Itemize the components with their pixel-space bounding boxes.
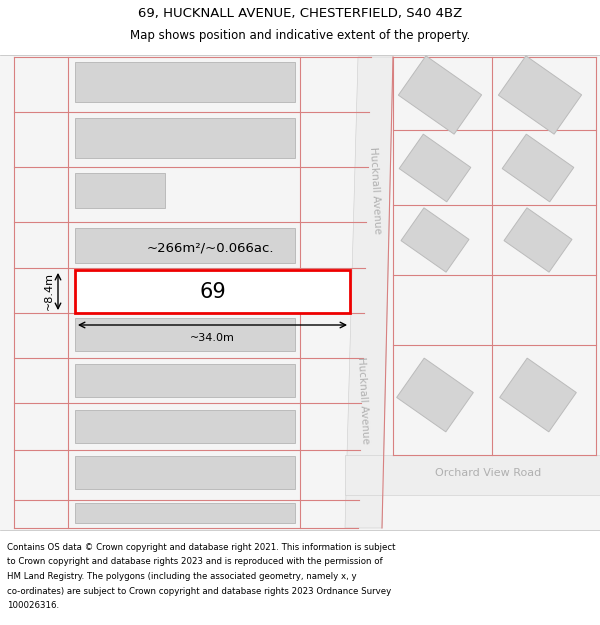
Text: to Crown copyright and database rights 2023 and is reproduced with the permissio: to Crown copyright and database rights 2… bbox=[7, 558, 383, 566]
Text: Hucknall Avenue: Hucknall Avenue bbox=[368, 146, 382, 234]
Text: Hucknall Avenue: Hucknall Avenue bbox=[356, 356, 370, 444]
Text: 69, HUCKNALL AVENUE, CHESTERFIELD, S40 4BZ: 69, HUCKNALL AVENUE, CHESTERFIELD, S40 4… bbox=[138, 8, 462, 21]
Polygon shape bbox=[499, 56, 581, 134]
Polygon shape bbox=[401, 208, 469, 272]
Text: ~8.4m: ~8.4m bbox=[44, 272, 54, 311]
Polygon shape bbox=[75, 118, 295, 158]
Polygon shape bbox=[75, 62, 295, 102]
Text: co-ordinates) are subject to Crown copyright and database rights 2023 Ordnance S: co-ordinates) are subject to Crown copyr… bbox=[7, 586, 391, 596]
Polygon shape bbox=[75, 456, 295, 489]
Polygon shape bbox=[502, 134, 574, 202]
Bar bbox=[0, 0, 600, 55]
Polygon shape bbox=[75, 503, 295, 523]
Polygon shape bbox=[504, 208, 572, 272]
Polygon shape bbox=[399, 134, 471, 202]
Text: 100026316.: 100026316. bbox=[7, 601, 59, 610]
Polygon shape bbox=[75, 270, 350, 313]
Bar bbox=[0, 530, 600, 625]
Polygon shape bbox=[75, 410, 295, 443]
Text: Map shows position and indicative extent of the property.: Map shows position and indicative extent… bbox=[130, 29, 470, 41]
Polygon shape bbox=[75, 173, 165, 208]
Polygon shape bbox=[75, 228, 295, 263]
Polygon shape bbox=[75, 318, 295, 351]
Polygon shape bbox=[345, 455, 600, 495]
Text: 69: 69 bbox=[199, 281, 226, 301]
Text: HM Land Registry. The polygons (including the associated geometry, namely x, y: HM Land Registry. The polygons (includin… bbox=[7, 572, 356, 581]
Text: Orchard View Road: Orchard View Road bbox=[435, 468, 541, 478]
Text: ~34.0m: ~34.0m bbox=[190, 333, 235, 343]
Bar bbox=[0, 55, 600, 530]
Polygon shape bbox=[398, 56, 482, 134]
Polygon shape bbox=[75, 364, 295, 397]
Text: ~266m²/~0.066ac.: ~266m²/~0.066ac. bbox=[146, 241, 274, 254]
Polygon shape bbox=[397, 358, 473, 432]
Polygon shape bbox=[500, 358, 577, 432]
Polygon shape bbox=[345, 57, 393, 528]
Text: Contains OS data © Crown copyright and database right 2021. This information is : Contains OS data © Crown copyright and d… bbox=[7, 543, 395, 552]
